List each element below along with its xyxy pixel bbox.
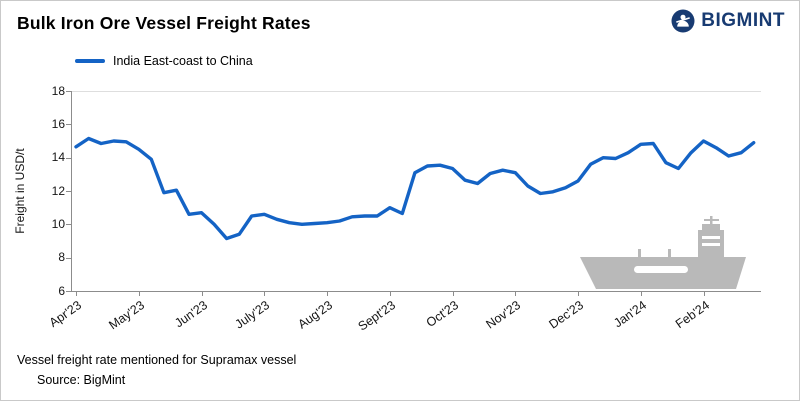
x-tick-mark [703,291,705,296]
y-tick-mark [66,91,71,92]
y-tick-label: 12 [51,183,65,198]
y-tick-label: 10 [51,216,65,231]
y-tick-mark [66,191,71,192]
x-tick-mark [452,291,454,296]
x-axis-line [71,291,761,292]
freight-rate-series-line [74,136,756,241]
x-tick-mark [201,291,203,296]
y-tick-mark [66,224,71,226]
y-tick-label: 8 [58,250,65,265]
x-tick-mark [264,291,266,296]
y-tick-mark [66,124,71,126]
y-tick-mark [66,157,71,159]
legend-line-swatch [75,59,105,63]
page-title: Bulk Iron Ore Vessel Freight Rates [17,13,311,33]
source-note: Source: BigMint [37,373,126,387]
y-axis-title: Freight in USD/t [13,148,27,234]
legend: India East-coast to China [75,54,253,68]
y-tick-label: 16 [51,116,65,131]
x-tick-mark [515,291,517,296]
y-axis-line [71,91,72,291]
brand-logo: BIGMINT [671,9,785,33]
y-tick-mark [66,291,71,292]
x-tick-mark [640,291,642,296]
y-tick-label: 18 [51,83,65,98]
legend-label: India East-coast to China [113,54,253,68]
x-tick-mark [578,291,579,296]
x-tick-mark [76,291,77,296]
y-tick-mark [66,257,71,259]
plot-area [74,136,756,289]
y-tick-label: 14 [51,150,65,165]
cargo-ship-icon [580,216,746,289]
x-tick-mark [138,291,140,296]
plot-top-border [71,91,761,92]
x-tick-mark [389,291,391,296]
y-tick-label: 6 [58,283,65,298]
x-tick-mark [327,291,328,296]
footnote: Vessel freight rate mentioned for Supram… [17,353,297,367]
brand-name: BIGMINT [701,10,785,31]
bigmint-logo-icon [671,9,695,33]
